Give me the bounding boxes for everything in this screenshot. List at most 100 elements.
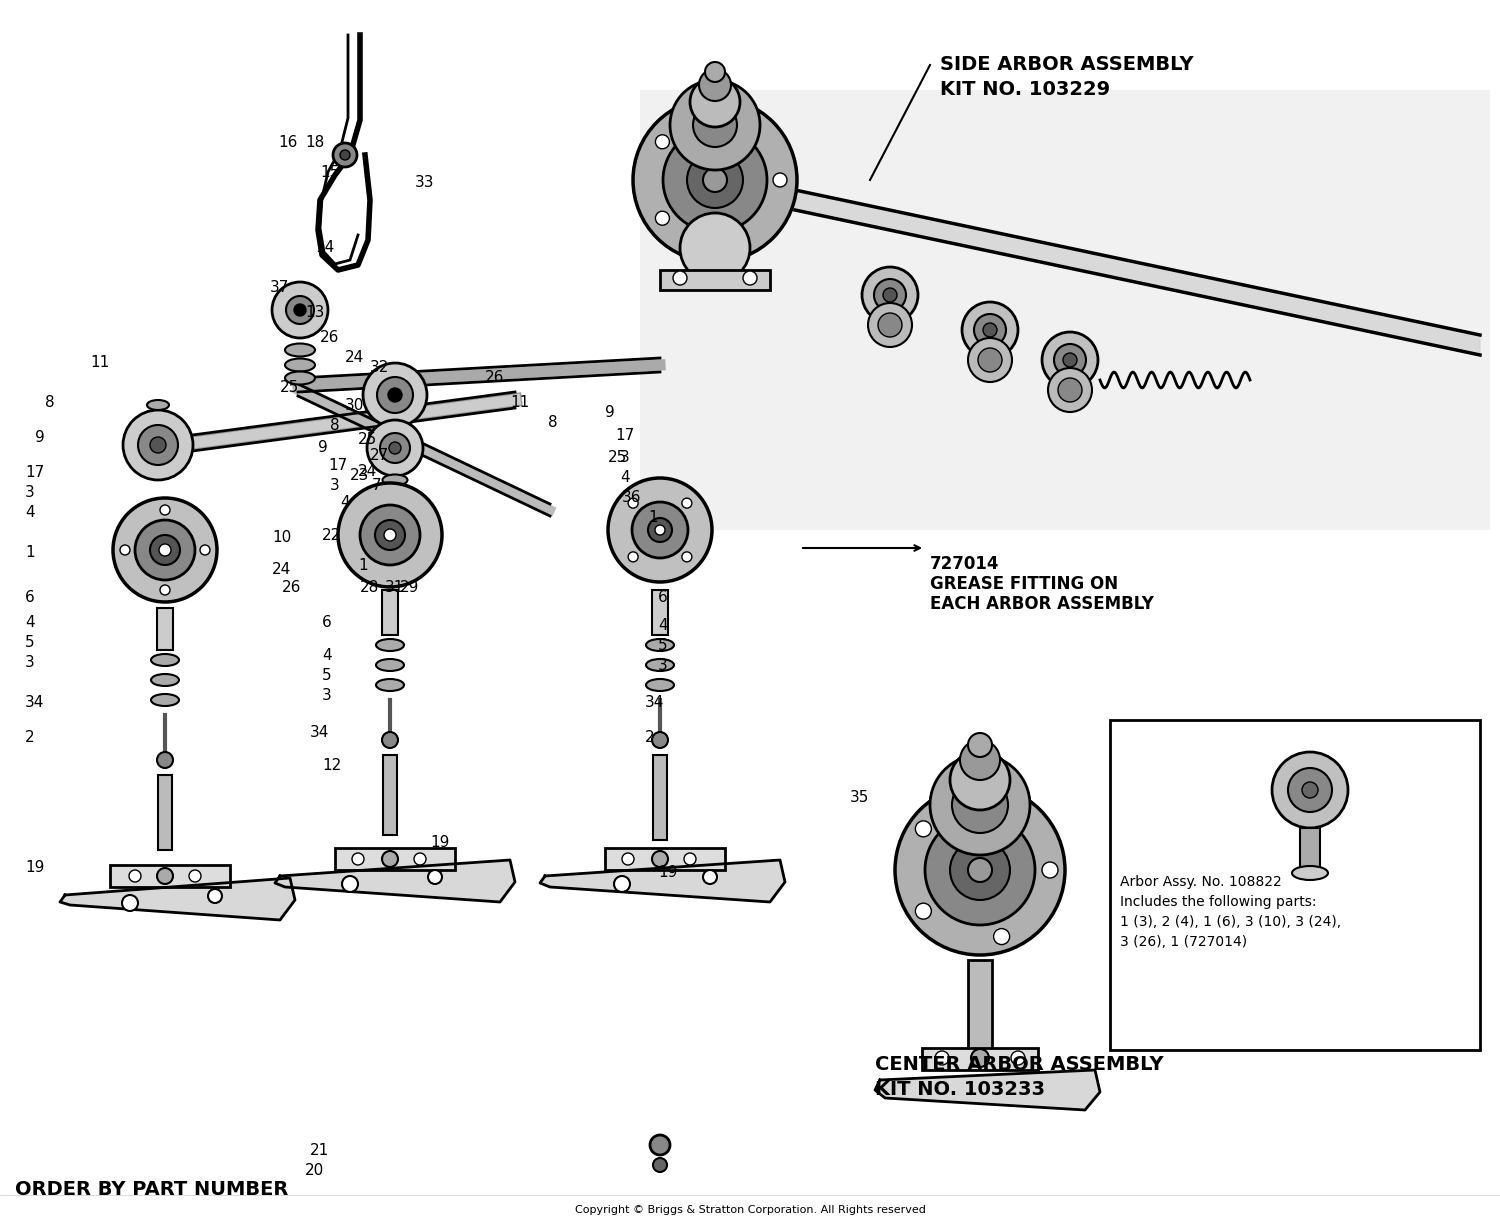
Circle shape	[388, 389, 402, 402]
Circle shape	[970, 1049, 988, 1067]
Circle shape	[622, 853, 634, 865]
Circle shape	[962, 302, 1018, 358]
Text: 30: 30	[345, 398, 364, 413]
Bar	[1110, 720, 1480, 1050]
Bar	[334, 848, 454, 870]
Circle shape	[915, 903, 932, 920]
Circle shape	[968, 339, 1012, 382]
Text: 3: 3	[322, 688, 332, 703]
Circle shape	[682, 498, 692, 508]
Circle shape	[138, 425, 178, 465]
Circle shape	[120, 544, 130, 555]
Circle shape	[652, 1158, 668, 1172]
Circle shape	[384, 529, 396, 541]
Circle shape	[158, 752, 172, 769]
Text: 3: 3	[26, 655, 34, 670]
Bar	[660, 270, 770, 290]
Circle shape	[960, 741, 1000, 780]
Text: 9: 9	[604, 406, 615, 420]
Text: 24: 24	[358, 464, 378, 479]
Circle shape	[376, 378, 412, 413]
Circle shape	[1042, 333, 1098, 389]
Text: 19: 19	[26, 860, 45, 875]
Circle shape	[150, 535, 180, 565]
Circle shape	[360, 505, 420, 565]
Text: 24: 24	[345, 350, 364, 365]
Circle shape	[934, 1051, 950, 1065]
Text: 29: 29	[400, 580, 420, 596]
Text: KIT NO. 103233: KIT NO. 103233	[874, 1080, 1046, 1099]
Circle shape	[628, 498, 638, 508]
Circle shape	[704, 168, 728, 192]
Text: 25: 25	[358, 432, 378, 447]
Circle shape	[352, 853, 364, 865]
Circle shape	[950, 750, 1010, 810]
Ellipse shape	[382, 492, 408, 503]
Text: 11: 11	[90, 354, 110, 370]
Text: 6: 6	[322, 615, 332, 630]
Circle shape	[414, 853, 426, 865]
Ellipse shape	[376, 659, 404, 671]
Text: 13: 13	[304, 304, 324, 320]
Circle shape	[993, 928, 1010, 945]
Text: KIT NO. 103229: KIT NO. 103229	[940, 80, 1110, 99]
Circle shape	[382, 732, 398, 748]
Text: 34: 34	[645, 695, 664, 710]
Circle shape	[340, 150, 350, 160]
Text: ORDER BY PART NUMBER: ORDER BY PART NUMBER	[15, 1180, 288, 1199]
Circle shape	[874, 279, 906, 311]
Text: 2: 2	[26, 730, 34, 745]
Text: 3: 3	[620, 449, 630, 465]
Circle shape	[699, 69, 730, 101]
Ellipse shape	[376, 678, 404, 691]
Text: 18: 18	[304, 135, 324, 150]
Text: SIDE ARBOR ASSEMBLY: SIDE ARBOR ASSEMBLY	[940, 55, 1194, 74]
Circle shape	[896, 784, 1065, 955]
Bar	[158, 775, 172, 850]
Ellipse shape	[646, 659, 674, 671]
Circle shape	[687, 152, 742, 208]
Text: 1: 1	[648, 510, 657, 525]
Ellipse shape	[152, 694, 178, 706]
Text: 7: 7	[372, 477, 381, 493]
Text: 3: 3	[330, 477, 339, 493]
Circle shape	[1054, 343, 1086, 376]
Text: Arbor Assy. No. 108822: Arbor Assy. No. 108822	[1120, 875, 1281, 889]
Ellipse shape	[646, 678, 674, 691]
Circle shape	[968, 857, 992, 882]
Circle shape	[684, 853, 696, 865]
Circle shape	[915, 821, 932, 837]
Text: 5: 5	[26, 635, 34, 650]
Text: 1 (3), 2 (4), 1 (6), 3 (10), 3 (24),: 1 (3), 2 (4), 1 (6), 3 (10), 3 (24),	[1120, 915, 1341, 929]
Circle shape	[656, 525, 664, 535]
Bar	[652, 590, 668, 635]
Circle shape	[338, 484, 442, 587]
Circle shape	[742, 270, 758, 285]
Bar	[604, 848, 724, 870]
Text: 12: 12	[322, 758, 340, 773]
Bar	[968, 960, 992, 1050]
Circle shape	[884, 287, 897, 302]
Text: CENTER ARBOR ASSEMBLY: CENTER ARBOR ASSEMBLY	[874, 1055, 1164, 1074]
Text: 35: 35	[850, 790, 870, 805]
Circle shape	[974, 314, 1006, 346]
Text: 19: 19	[430, 836, 450, 850]
Text: 4: 4	[322, 648, 332, 663]
Ellipse shape	[382, 508, 408, 520]
Text: Copyright © Briggs & Stratton Corporation. All Rights reserved: Copyright © Briggs & Stratton Corporatio…	[574, 1205, 926, 1216]
Circle shape	[704, 870, 717, 884]
Ellipse shape	[147, 400, 170, 410]
Text: 6: 6	[26, 590, 34, 605]
Circle shape	[160, 505, 170, 515]
Text: Includes the following parts:: Includes the following parts:	[1120, 895, 1317, 909]
Text: 15: 15	[320, 164, 339, 180]
Text: 20: 20	[304, 1163, 324, 1178]
Ellipse shape	[285, 371, 315, 385]
Text: 21: 21	[310, 1142, 330, 1158]
Ellipse shape	[376, 639, 404, 650]
Text: 1: 1	[26, 544, 34, 560]
Text: 4: 4	[658, 618, 668, 633]
Circle shape	[1064, 353, 1077, 367]
Circle shape	[674, 270, 687, 285]
Circle shape	[868, 303, 912, 347]
